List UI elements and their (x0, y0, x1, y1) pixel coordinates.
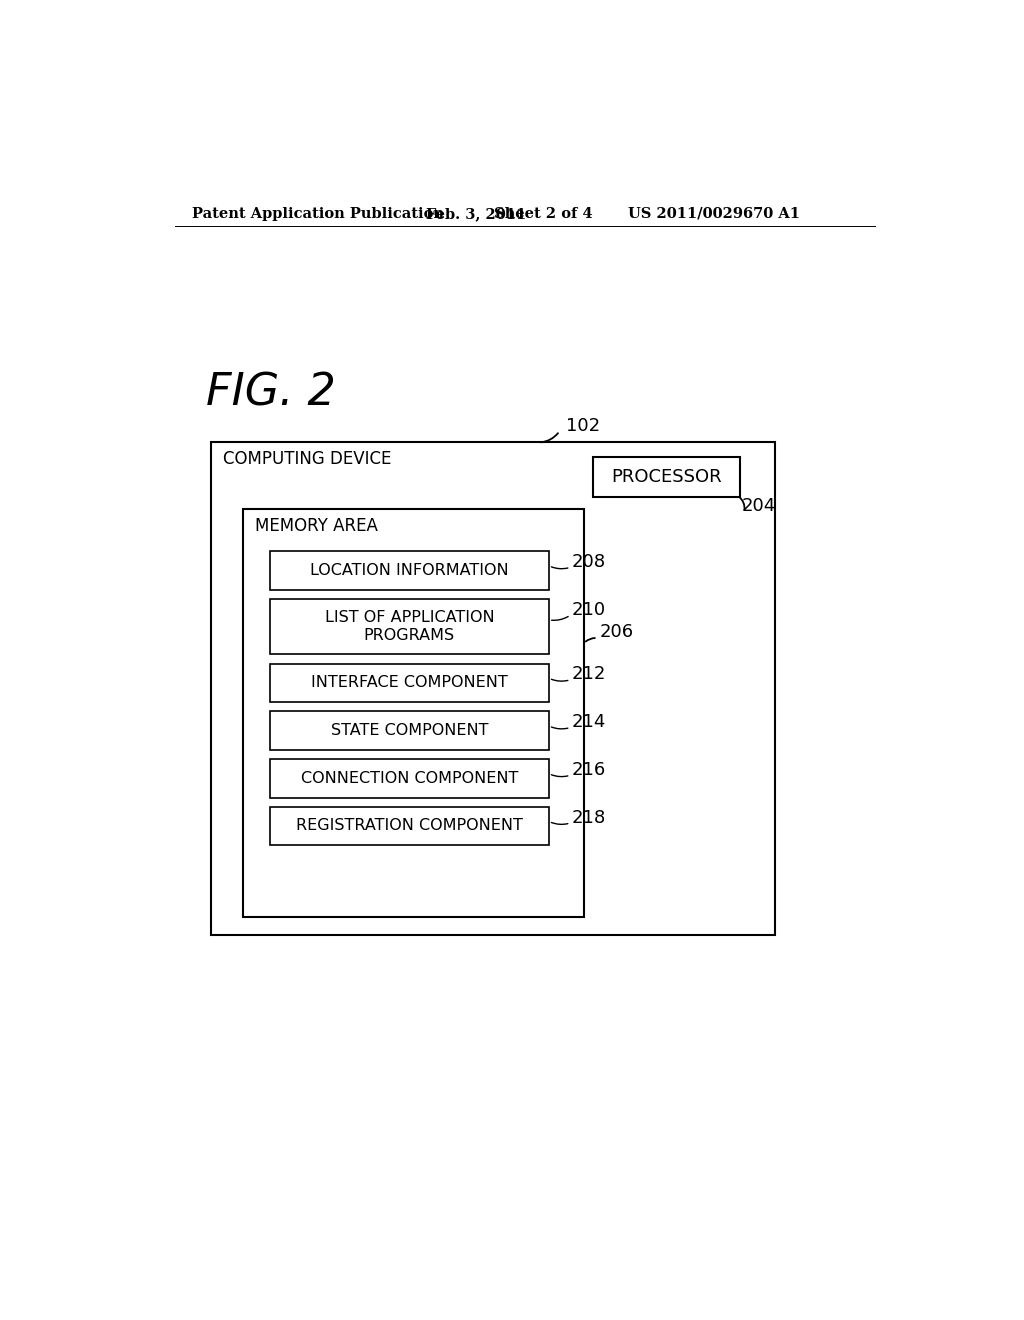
FancyBboxPatch shape (243, 508, 584, 917)
Text: PROCESSOR: PROCESSOR (611, 469, 722, 486)
Text: 210: 210 (572, 601, 606, 619)
Text: 206: 206 (599, 623, 633, 642)
Text: FIG. 2: FIG. 2 (206, 372, 336, 414)
FancyBboxPatch shape (270, 664, 549, 702)
Text: Feb. 3, 2011: Feb. 3, 2011 (426, 207, 526, 220)
FancyBboxPatch shape (270, 807, 549, 845)
Text: MEMORY AREA: MEMORY AREA (255, 516, 378, 535)
Text: 102: 102 (566, 417, 600, 436)
Text: INTERFACE COMPONENT: INTERFACE COMPONENT (311, 676, 508, 690)
Text: 218: 218 (572, 809, 606, 826)
Text: Patent Application Publication: Patent Application Publication (191, 207, 443, 220)
FancyBboxPatch shape (270, 759, 549, 797)
Text: STATE COMPONENT: STATE COMPONENT (331, 723, 488, 738)
Text: 204: 204 (741, 498, 776, 515)
Text: 216: 216 (572, 760, 606, 779)
Text: US 2011/0029670 A1: US 2011/0029670 A1 (628, 207, 800, 220)
Text: COMPUTING DEVICE: COMPUTING DEVICE (223, 450, 392, 467)
Text: LOCATION INFORMATION: LOCATION INFORMATION (310, 562, 509, 578)
FancyBboxPatch shape (593, 457, 740, 498)
Text: LIST OF APPLICATION
PROGRAMS: LIST OF APPLICATION PROGRAMS (325, 610, 495, 643)
Text: 208: 208 (572, 553, 606, 570)
Text: Sheet 2 of 4: Sheet 2 of 4 (494, 207, 593, 220)
FancyBboxPatch shape (211, 442, 775, 935)
FancyBboxPatch shape (270, 711, 549, 750)
Text: 214: 214 (572, 713, 606, 731)
FancyBboxPatch shape (270, 552, 549, 590)
Text: REGISTRATION COMPONENT: REGISTRATION COMPONENT (296, 818, 523, 833)
FancyBboxPatch shape (270, 599, 549, 655)
Text: 212: 212 (572, 665, 606, 684)
Text: CONNECTION COMPONENT: CONNECTION COMPONENT (301, 771, 518, 785)
